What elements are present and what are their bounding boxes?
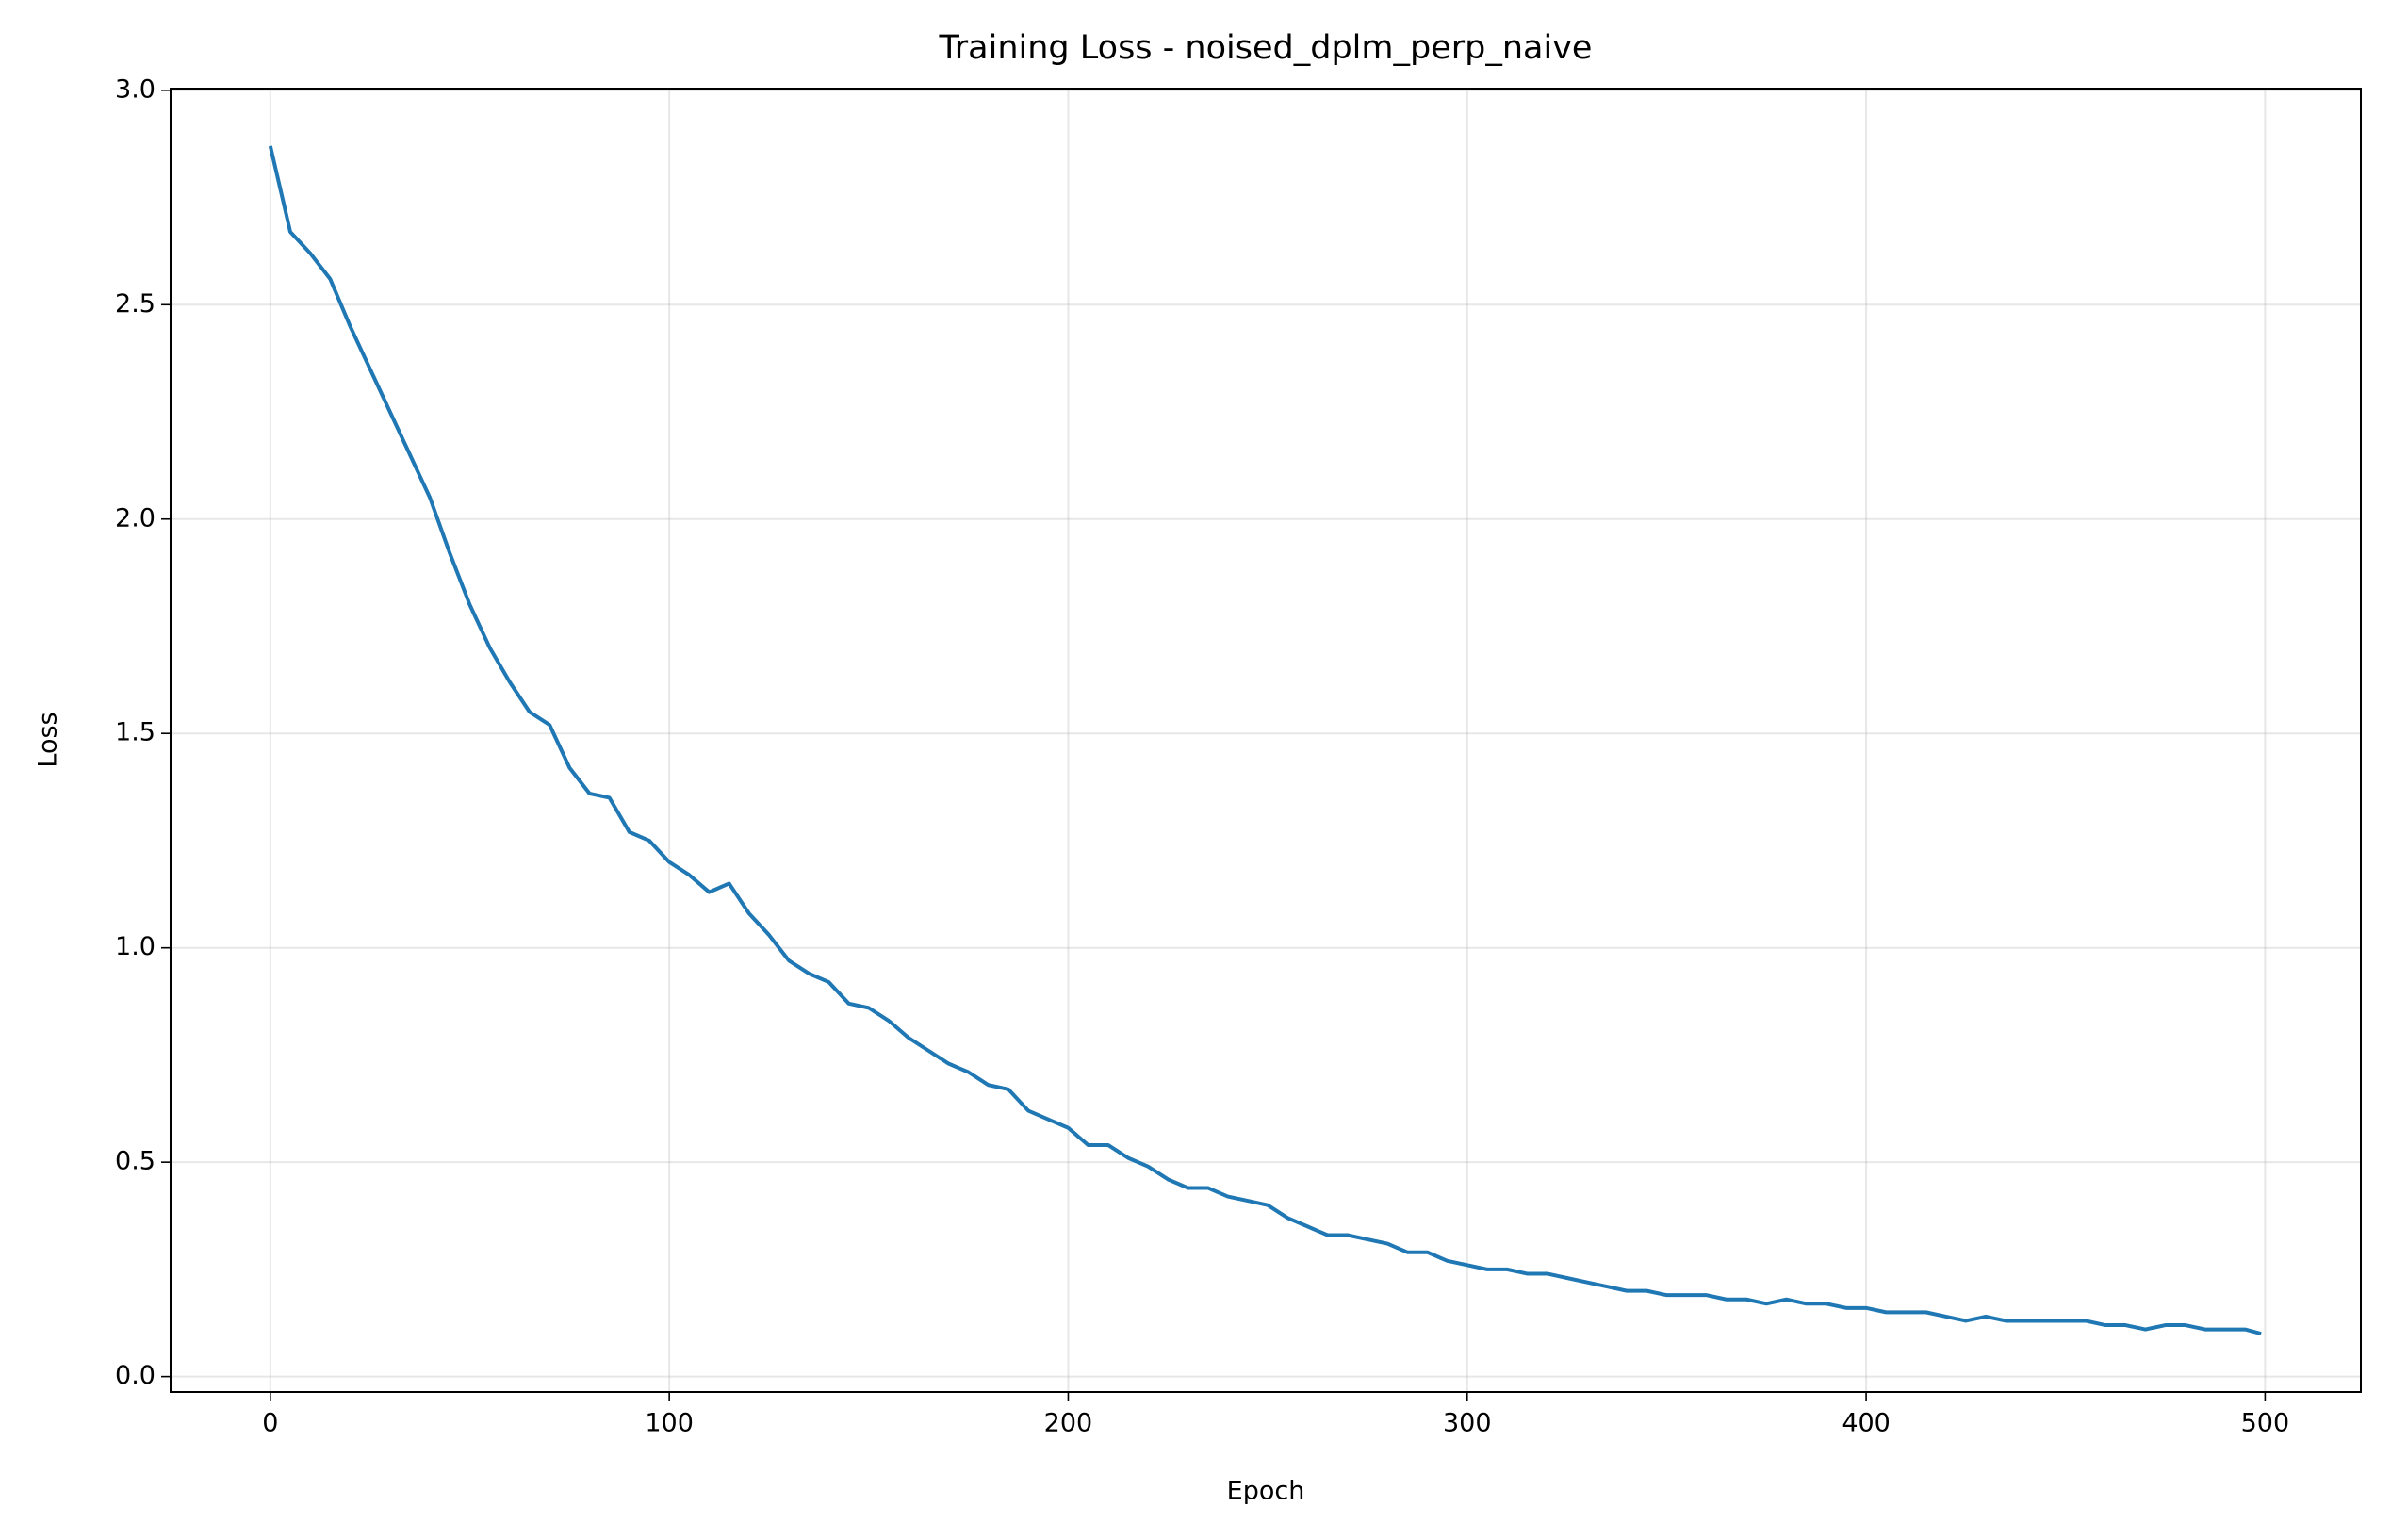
plot <box>268 145 2262 1336</box>
x-tick-label: 300 <box>1443 1409 1492 1438</box>
x-tick-label: 0 <box>262 1409 278 1438</box>
y-tick-label: 2.5 <box>115 289 156 319</box>
x-tick-label: 100 <box>645 1409 694 1438</box>
y-tick-label: 1.0 <box>115 932 156 961</box>
x-axis-label: Epoch <box>1227 1477 1305 1506</box>
y-tick-label: 0.5 <box>115 1147 156 1176</box>
x-tick-label: 200 <box>1044 1409 1093 1438</box>
y-tick-label: 0.0 <box>115 1361 156 1390</box>
x-tick-label: 400 <box>1842 1409 1891 1438</box>
y-axis-label: Loss <box>34 712 63 767</box>
x-tick-label: 500 <box>2241 1409 2290 1438</box>
y-tick-label: 1.5 <box>115 718 156 747</box>
loss-line <box>268 145 2262 1336</box>
y-tick-label: 3.0 <box>115 74 156 104</box>
grid <box>171 89 2361 1392</box>
y-tick-label: 2.0 <box>115 503 156 532</box>
chart-title: Training Loss - noised_dplm_perp_naive <box>939 29 1593 67</box>
axes-frame <box>170 88 2362 1393</box>
